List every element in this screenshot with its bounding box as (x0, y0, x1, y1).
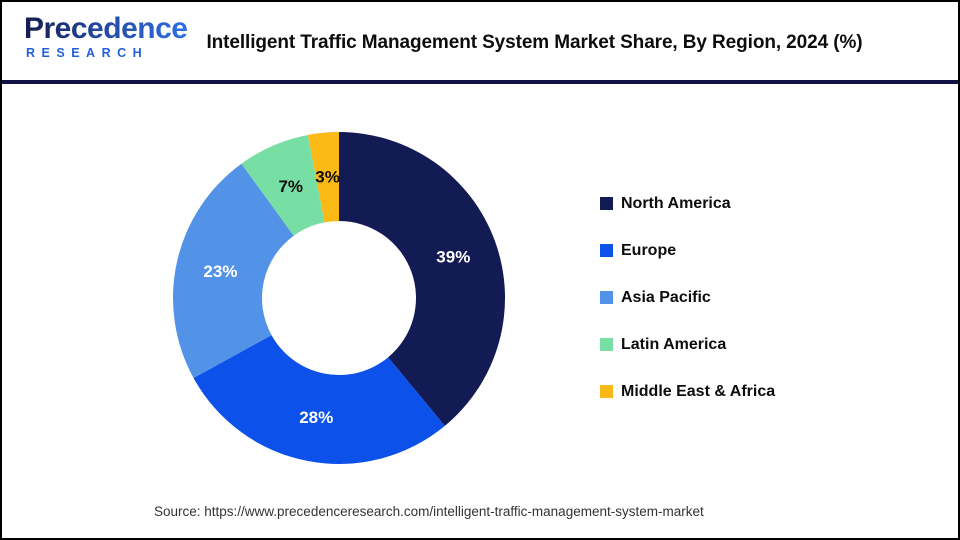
slice-value-label-asia-pacific: 23% (203, 262, 237, 281)
legend-label-europe: Europe (621, 241, 677, 259)
source-citation: Source: https://www.precedenceresearch.c… (154, 504, 704, 519)
legend-swatch-europe (600, 244, 613, 257)
precedence-research-logo: Precedence RESEARCH (24, 12, 188, 60)
donut-segment-north-america (339, 132, 506, 426)
legend-item-asia-pacific: Asia Pacific (600, 289, 775, 306)
legend-item-europe: Europe (600, 242, 775, 259)
donut-chart: 39% 28% 23% 7% 3% (172, 132, 506, 465)
legend-label-latin-america: Latin America (621, 335, 727, 353)
donut-segment-middle-east-africa (307, 132, 339, 223)
legend-label-asia-pacific: Asia Pacific (621, 288, 711, 306)
logo-subtext: RESEARCH (26, 46, 149, 60)
slice-value-label-north-america: 39% (436, 247, 470, 266)
legend-item-middle-east-africa: Middle East & Africa (600, 383, 775, 400)
donut-segment-latin-america (241, 134, 325, 236)
legend: North America Europe Asia Pacific Latin … (600, 195, 775, 430)
legend-swatch-middle-east-africa (600, 385, 613, 398)
chart-title: Intelligent Traffic Management System Ma… (206, 32, 863, 53)
legend-swatch-north-america (600, 197, 613, 210)
legend-label-north-america: North America (621, 194, 731, 212)
legend-item-north-america: North America (600, 195, 775, 212)
logo-wordmark: Precedence (24, 12, 188, 45)
donut-segment-asia-pacific (172, 163, 294, 378)
legend-item-latin-america: Latin America (600, 336, 775, 353)
header: Precedence RESEARCH Intelligent Traffic … (2, 2, 958, 84)
legend-swatch-latin-america (600, 338, 613, 351)
legend-swatch-asia-pacific (600, 291, 613, 304)
slice-value-label-latin-america: 7% (278, 177, 303, 196)
slice-value-label-middle-east-africa: 3% (315, 168, 340, 187)
legend-label-middle-east-africa: Middle East & Africa (621, 382, 776, 400)
donut-segment-europe (193, 335, 445, 465)
slice-value-label-europe: 28% (299, 408, 333, 427)
